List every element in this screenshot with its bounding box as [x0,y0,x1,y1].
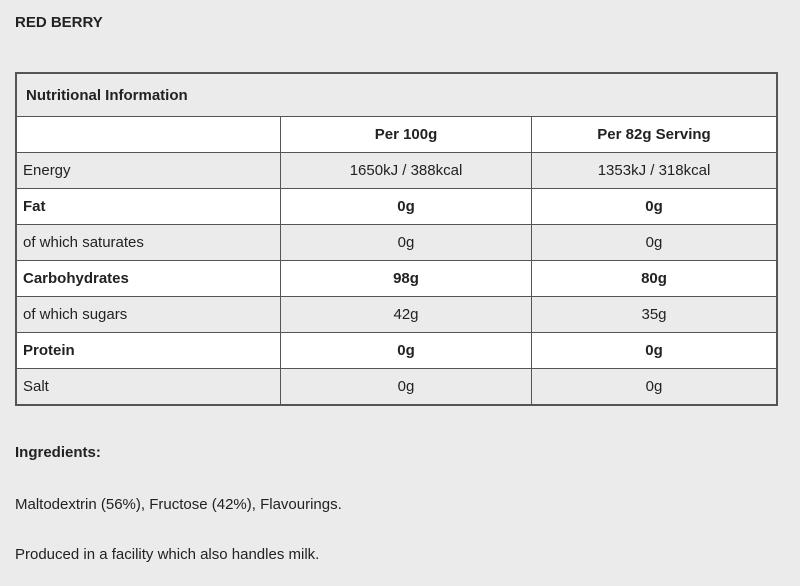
row-serving: 0g [531,224,778,261]
row-per100: 42g [280,296,532,333]
row-serving: 1353kJ / 318kcal [531,152,778,189]
row-per100: 98g [280,260,532,297]
nutrition-table: Nutritional Information Per 100g Per 82g… [15,72,778,406]
header-per-serving: Per 82g Serving [531,116,778,153]
table-row: of which saturates 0g 0g [15,224,778,261]
table-row: Protein 0g 0g [15,332,778,369]
row-label: Energy [15,152,281,189]
row-serving: 0g [531,188,778,225]
row-label: Protein [15,332,281,369]
table-header-row: Per 100g Per 82g Serving [15,116,778,153]
table-row: of which sugars 42g 35g [15,296,778,333]
row-label: Salt [15,368,281,406]
row-per100: 0g [280,332,532,369]
ingredients-heading: Ingredients: [15,444,101,461]
row-per100: 0g [280,224,532,261]
row-serving: 80g [531,260,778,297]
row-label: of which saturates [15,224,281,261]
table-row: Carbohydrates 98g 80g [15,260,778,297]
row-serving: 0g [531,332,778,369]
header-per-100g: Per 100g [280,116,532,153]
product-title: RED BERRY [15,14,103,31]
allergen-note: Produced in a facility which also handle… [15,546,320,563]
table-row: Energy 1650kJ / 388kcal 1353kJ / 318kcal [15,152,778,189]
row-label: of which sugars [15,296,281,333]
table-row: Salt 0g 0g [15,368,778,406]
row-per100: 0g [280,368,532,406]
ingredients-text: Maltodextrin (56%), Fructose (42%), Flav… [15,496,342,513]
row-label: Fat [15,188,281,225]
row-label: Carbohydrates [15,260,281,297]
table-caption-row: Nutritional Information [15,72,778,117]
header-empty [15,116,281,153]
row-serving: 35g [531,296,778,333]
row-per100: 1650kJ / 388kcal [280,152,532,189]
table-row: Fat 0g 0g [15,188,778,225]
table-caption: Nutritional Information [15,72,778,117]
row-per100: 0g [280,188,532,225]
row-serving: 0g [531,368,778,406]
